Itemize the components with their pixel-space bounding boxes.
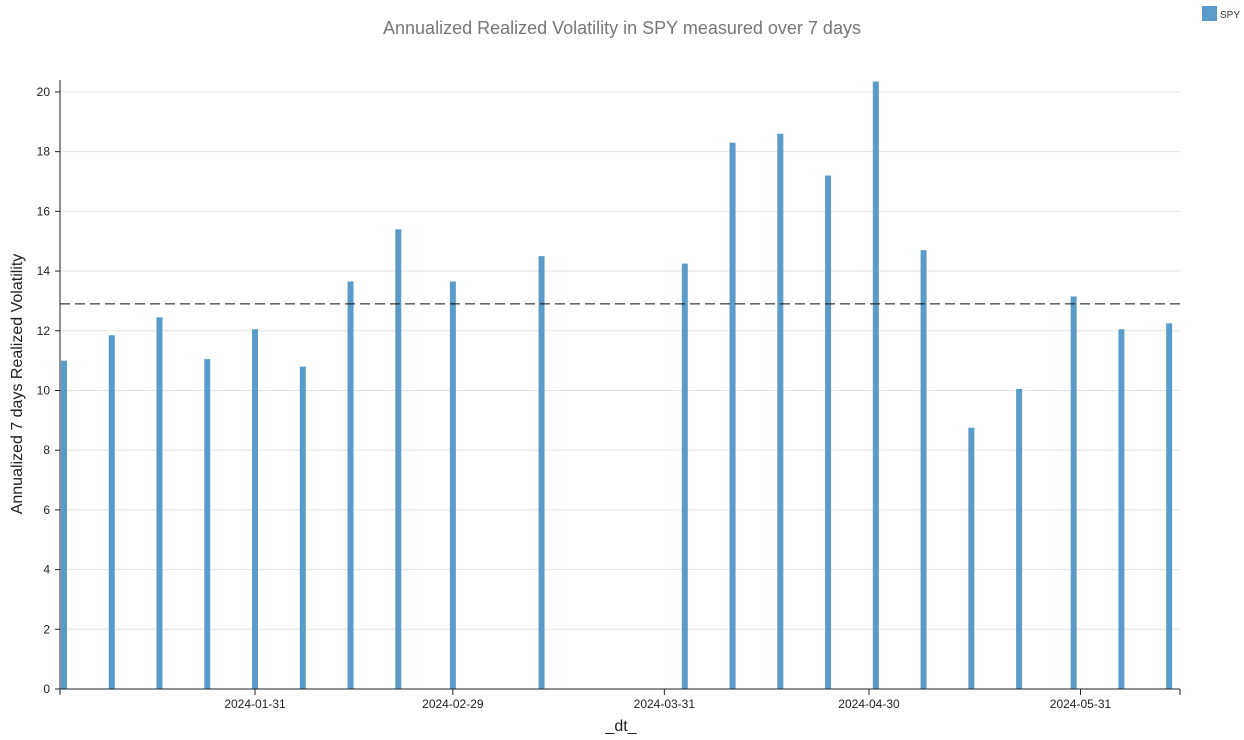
y-tick-label: 12 xyxy=(37,324,51,338)
bar xyxy=(1016,388,1023,689)
bar xyxy=(156,317,163,689)
bar xyxy=(825,175,832,689)
y-tick-label: 14 xyxy=(37,264,51,278)
bar xyxy=(777,133,784,689)
y-tick-label: 0 xyxy=(43,682,50,696)
x-axis-ticks: 2024-01-31 2024-02-29 2024-03-31 2024-04-30… xyxy=(224,689,1112,711)
bar xyxy=(1166,323,1173,689)
bar xyxy=(449,281,456,689)
x-tick-label: 2024-01-31 xyxy=(224,697,286,711)
x-axis-label: _dt_ xyxy=(604,718,637,735)
y-axis-label: Annualized 7 days Realized Volatility xyxy=(9,254,26,515)
bar xyxy=(729,142,736,690)
bar xyxy=(108,335,115,689)
y-tick-label: 18 xyxy=(37,145,51,159)
bar xyxy=(872,81,879,689)
x-tick-label: 2024-02-29 xyxy=(422,697,484,711)
legend: SPY xyxy=(1202,6,1240,21)
bar xyxy=(920,250,927,690)
bar xyxy=(1070,296,1077,689)
y-axis-ticks: 0 2 4 6 8 10 12 14 16 18 20 xyxy=(37,85,60,696)
bar xyxy=(1118,329,1125,689)
bar-series xyxy=(61,81,1173,690)
bar xyxy=(681,263,688,689)
grid-lines xyxy=(60,91,1180,630)
bar xyxy=(538,256,545,689)
bar xyxy=(61,360,67,689)
y-tick-label: 20 xyxy=(37,85,51,99)
chart-title: Annualized Realized Volatility in SPY me… xyxy=(383,18,861,38)
bar xyxy=(347,281,354,689)
y-tick-label: 8 xyxy=(43,443,50,457)
y-tick-label: 6 xyxy=(43,503,50,517)
bar xyxy=(968,427,975,689)
y-tick-label: 2 xyxy=(43,622,50,636)
y-tick-label: 4 xyxy=(43,563,50,577)
x-tick-label: 2024-05-31 xyxy=(1050,697,1112,711)
bar xyxy=(252,329,259,689)
legend-swatch-spy xyxy=(1202,6,1217,21)
y-tick-label: 10 xyxy=(37,383,51,397)
bar xyxy=(395,229,402,689)
axes xyxy=(59,80,1181,695)
legend-label-spy: SPY xyxy=(1220,10,1240,21)
bar xyxy=(204,359,211,689)
x-tick-label: 2024-04-30 xyxy=(838,697,900,711)
bar xyxy=(299,366,306,689)
y-tick-label: 16 xyxy=(37,204,51,218)
x-tick-label: 2024-03-31 xyxy=(634,697,696,711)
